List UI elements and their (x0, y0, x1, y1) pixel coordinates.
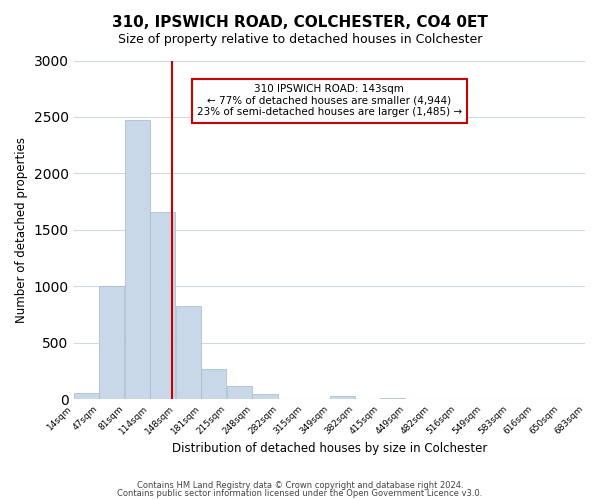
Bar (329, 396, 355, 400)
Y-axis label: Number of detached properties: Number of detached properties (15, 137, 28, 323)
Bar (201, 369, 226, 400)
Bar (227, 386, 253, 400)
Bar (74, 394, 99, 400)
Bar (380, 398, 406, 400)
Text: Size of property relative to detached houses in Colchester: Size of property relative to detached ho… (118, 32, 482, 46)
Bar (99, 286, 124, 400)
Text: Contains public sector information licensed under the Open Government Licence v3: Contains public sector information licen… (118, 488, 482, 498)
Bar (125, 120, 150, 400)
Text: Contains HM Land Registry data © Crown copyright and database right 2024.: Contains HM Land Registry data © Crown c… (137, 481, 463, 490)
Text: 310, IPSWICH ROAD, COLCHESTER, CO4 0ET: 310, IPSWICH ROAD, COLCHESTER, CO4 0ET (112, 15, 488, 30)
Bar (176, 306, 201, 400)
Bar (150, 212, 175, 400)
Text: 310 IPSWICH ROAD: 143sqm
← 77% of detached houses are smaller (4,944)
23% of sem: 310 IPSWICH ROAD: 143sqm ← 77% of detach… (197, 84, 462, 117)
Bar (253, 394, 278, 400)
X-axis label: Distribution of detached houses by size in Colchester: Distribution of detached houses by size … (172, 442, 487, 455)
